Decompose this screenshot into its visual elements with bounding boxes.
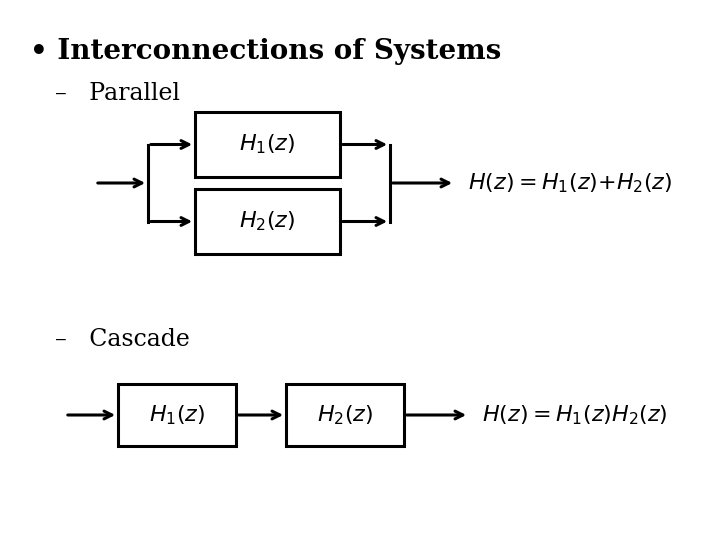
Bar bbox=[286, 384, 404, 446]
Text: $H_1(z)$: $H_1(z)$ bbox=[239, 133, 296, 156]
Bar bbox=[195, 189, 340, 254]
Bar bbox=[118, 384, 236, 446]
Text: $H(z){=}H_1(z)H_2(z)$: $H(z){=}H_1(z)H_2(z)$ bbox=[482, 403, 667, 427]
Text: $H(z){=}H_1(z){+}H_2(z)$: $H(z){=}H_1(z){+}H_2(z)$ bbox=[468, 171, 672, 195]
Text: $H_2(z)$: $H_2(z)$ bbox=[317, 403, 373, 427]
Text: $H_2(z)$: $H_2(z)$ bbox=[239, 210, 296, 233]
Text: –   Parallel: – Parallel bbox=[55, 82, 180, 105]
Bar bbox=[195, 112, 340, 177]
Text: –   Cascade: – Cascade bbox=[55, 328, 190, 351]
Text: • Interconnections of Systems: • Interconnections of Systems bbox=[30, 38, 501, 65]
Text: $H_1(z)$: $H_1(z)$ bbox=[149, 403, 205, 427]
